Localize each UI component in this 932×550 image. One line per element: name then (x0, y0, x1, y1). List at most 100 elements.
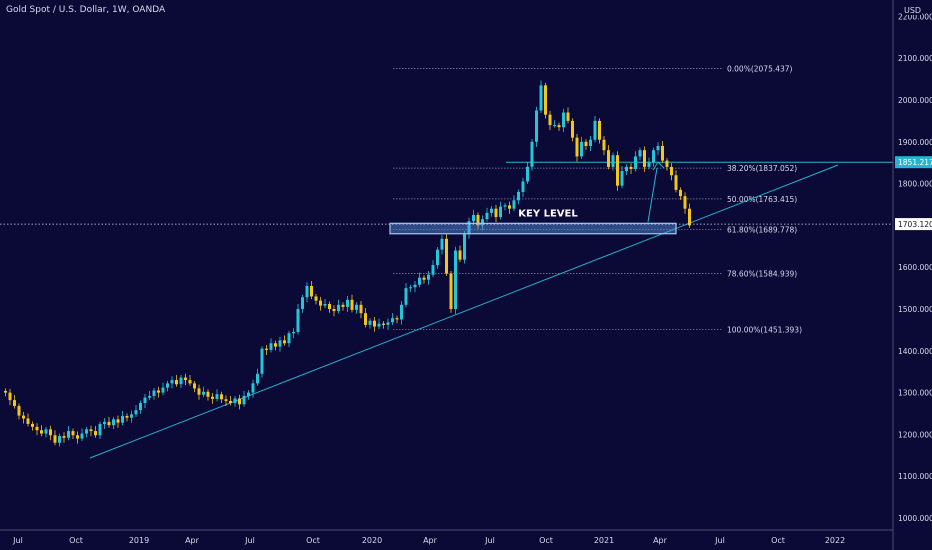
fib-label-3: 61.80%(1689.778) (727, 226, 797, 235)
candles (4, 80, 691, 447)
candle-55 (251, 383, 255, 393)
candle-84 (382, 323, 385, 325)
candle-112 (508, 205, 511, 209)
key-level-label: KEY LEVEL (518, 208, 578, 219)
time-tick-2: 2019 (129, 536, 149, 545)
candle-126 (571, 120, 574, 138)
time-tick-1: Oct (69, 536, 83, 545)
candle-6 (31, 423, 34, 427)
candle-41 (188, 380, 192, 384)
candle-115 (521, 181, 525, 192)
candle-15 (71, 431, 75, 436)
key-level-box (389, 222, 677, 235)
candle-61 (278, 340, 282, 347)
price-label-1: 1703.120 (898, 220, 932, 229)
candle-17 (80, 433, 84, 439)
candle-116 (526, 166, 529, 182)
candle-54 (247, 392, 250, 396)
projection-arrow (647, 167, 658, 223)
candle-16 (76, 435, 79, 439)
candle-99 (449, 273, 453, 309)
candle-138 (625, 166, 628, 172)
candle-12 (58, 436, 61, 443)
candle-136 (616, 155, 619, 186)
candle-141 (638, 150, 642, 157)
price-tick-9: 1900.000 (898, 138, 932, 147)
candle-10 (49, 429, 52, 436)
candle-19 (89, 429, 93, 432)
candle-88 (400, 304, 403, 320)
candle-91 (413, 284, 417, 288)
candle-32 (148, 395, 151, 398)
candle-25 (116, 419, 120, 423)
candle-35 (161, 387, 165, 393)
candle-7 (35, 426, 39, 431)
candle-23 (107, 421, 111, 426)
candle-70 (319, 300, 322, 306)
candle-33 (152, 390, 156, 396)
price-axis[interactable]: 1000.000 1100.000 1200.000 1300.000 1400.000… (892, 0, 932, 550)
candle-94 (427, 274, 430, 280)
time-axis[interactable]: Jul Oct 2019 Apr Jul Oct 2020 Apr Jul Oct 2021 Apr J… (0, 529, 893, 545)
time-tick-4: Jul (244, 536, 255, 545)
candle-46 (211, 396, 214, 399)
candle-43 (197, 388, 201, 395)
candle-79 (359, 304, 363, 314)
candle-95 (431, 265, 435, 275)
candle-97 (440, 238, 444, 250)
candle-110 (499, 206, 502, 218)
candle-114 (517, 191, 520, 201)
time-tick-7: Apr (423, 536, 438, 545)
candle-76 (346, 299, 349, 307)
price-label-box-0 (895, 156, 932, 169)
ascending-trendline (89, 164, 839, 459)
candle-145 (656, 145, 660, 151)
candle-130 (589, 139, 592, 146)
candle-62 (283, 340, 286, 344)
price-tick-2: 1200.000 (898, 430, 932, 439)
candle-1 (8, 392, 12, 401)
fib-label-1: 38.20%(1837.052) (727, 164, 797, 173)
trendlines (89, 161, 893, 459)
candle-147 (665, 160, 669, 167)
candle-8 (40, 430, 43, 434)
candle-125 (566, 112, 570, 121)
candle-105 (476, 214, 480, 226)
candle-144 (652, 150, 655, 163)
candle-149 (674, 175, 678, 190)
price-tick-5: 1500.000 (898, 305, 932, 314)
candle-134 (607, 150, 610, 167)
candle-100 (454, 250, 457, 309)
candle-28 (130, 414, 133, 418)
candle-80 (364, 313, 367, 325)
candle-102 (463, 233, 466, 260)
candle-143 (647, 162, 651, 167)
candle-137 (620, 171, 624, 186)
candle-87 (395, 318, 399, 320)
price-label-box-1 (895, 218, 932, 231)
candle-103 (467, 221, 471, 234)
candle-127 (575, 137, 579, 157)
candle-85 (386, 322, 390, 325)
candle-52 (238, 398, 241, 405)
candle-146 (661, 145, 664, 161)
candle-117 (530, 141, 534, 167)
price-tick-6: 1600.000 (898, 263, 932, 272)
time-tick-8: Jul (484, 536, 495, 545)
candle-31 (143, 397, 147, 404)
price-tick-0: 1000.000 (898, 514, 932, 523)
time-tick-12: Jul (714, 536, 725, 545)
candle-81 (368, 320, 372, 325)
candle-108 (490, 208, 493, 213)
candle-93 (422, 277, 426, 280)
candle-0 (4, 390, 7, 393)
candle-38 (175, 380, 178, 385)
candle-5 (26, 418, 30, 424)
candle-24 (112, 419, 115, 426)
candle-2 (13, 400, 16, 406)
candle-39 (179, 377, 183, 385)
candle-71 (323, 303, 327, 306)
candle-37 (170, 380, 174, 384)
time-tick-14: 2022 (825, 536, 845, 545)
